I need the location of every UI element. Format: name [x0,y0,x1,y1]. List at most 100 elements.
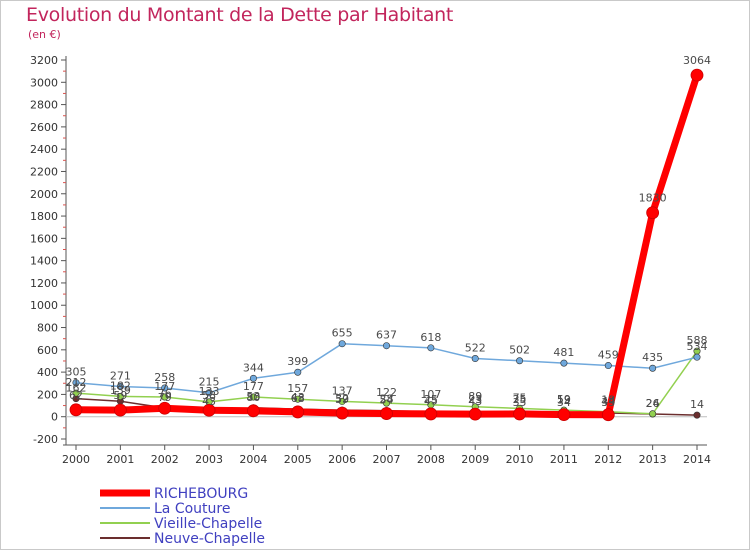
y-tick-label: 1400 [30,255,58,268]
data-point [380,407,393,420]
data-label: 32 [335,392,349,405]
data-label: 177 [154,380,175,393]
data-label: 162 [66,382,87,395]
data-point [604,362,612,370]
data-label: 43 [202,395,216,408]
data-point [291,405,305,419]
data-point [116,382,124,390]
data-point [72,389,80,397]
data-point [202,403,216,417]
data-label: 68 [291,392,305,405]
y-tick-label: 800 [37,322,58,335]
x-tick-label: 2007 [373,453,401,466]
legend-label: RICHEBOURG [154,486,248,502]
data-label: 502 [509,344,530,357]
data-label: 588 [687,334,708,347]
data-point [116,392,124,400]
x-tick-label: 2006 [328,453,356,466]
data-point [161,393,169,401]
data-label: 43 [291,391,305,404]
data-label: 534 [687,340,708,353]
x-tick-label: 2004 [239,453,267,466]
y-tick-label: 0 [51,411,58,424]
data-point [247,404,260,418]
data-point [693,353,701,361]
legend-label: Neuve-Chapelle [154,531,265,547]
data-point [560,359,568,367]
x-tick-label: 2013 [639,453,667,466]
data-labels-layer: 162 139 79 43 80 68 59 54 45 43 35 34 33 24 14 212 182 17… [66,54,712,411]
data-point [646,206,660,220]
data-label: 399 [287,355,308,368]
data-label: 139 [110,384,131,397]
data-point [516,357,524,365]
data-point [382,342,390,350]
x-tick-label: 2014 [683,453,711,466]
data-label: 212 [66,376,87,389]
data-point [294,368,302,376]
x-tick-label: 2008 [417,453,445,466]
data-label: 19 [557,394,571,407]
data-label: 215 [199,376,220,389]
data-label: 481 [553,346,574,359]
y-tick-label: 3000 [30,76,58,89]
data-label: 53 [246,390,260,403]
y-tick-label: 200 [37,388,58,401]
x-tick-label: 2005 [284,453,312,466]
data-label: 89 [468,390,482,403]
data-label: 59 [557,393,571,406]
data-label: 305 [66,366,87,379]
data-label: 157 [287,382,308,395]
y-tick-label: 2800 [30,99,58,112]
data-label: 59 [335,393,349,406]
y-tick-label: 1000 [30,299,58,312]
data-label: 54 [380,394,394,407]
data-label: 18 [601,394,615,407]
data-label: 522 [465,342,486,355]
data-label: 28 [380,393,394,406]
y-tick-label: 2200 [30,165,58,178]
data-point [601,408,615,422]
data-point [471,355,479,363]
data-label: 75 [513,391,527,404]
data-label: 182 [110,379,131,392]
data-label: 79 [158,391,172,404]
y-tick-label: 1600 [30,232,58,245]
data-point [649,410,657,418]
y-tick-label: 1200 [30,277,58,290]
x-tick-label: 2003 [195,453,223,466]
data-point [161,384,169,392]
data-label: 25 [513,393,527,406]
y-tick-label: 2400 [30,143,58,156]
data-point [158,401,172,415]
data-label: 344 [243,361,264,374]
data-point [338,340,346,348]
data-label: 618 [420,331,441,344]
data-label: 23 [468,393,482,406]
y-tick-label: 3200 [30,54,58,67]
data-label: 133 [199,385,220,398]
data-point [513,407,526,421]
data-label: 655 [332,327,353,340]
data-label: 1830 [639,192,667,205]
data-label: 59 [113,389,127,402]
data-label: 35 [513,396,527,409]
data-label: 26 [646,397,660,410]
data-label: 271 [110,369,131,382]
data-label: 258 [154,371,175,384]
data-point [382,399,390,407]
x-tick-label: 2009 [461,453,489,466]
series-line-richebourg [72,71,701,419]
data-point [72,379,80,387]
y-tick-label: 2600 [30,121,58,134]
data-label: 637 [376,329,397,342]
data-label: 62 [69,389,83,402]
data-point [249,393,257,401]
data-label: 137 [332,384,353,397]
axes: -200 0 200 400 600 800 1000 1200 1400 1600 1800 200… [30,54,711,466]
data-point [338,397,346,405]
data-label: 45 [424,395,438,408]
data-point [468,407,482,421]
